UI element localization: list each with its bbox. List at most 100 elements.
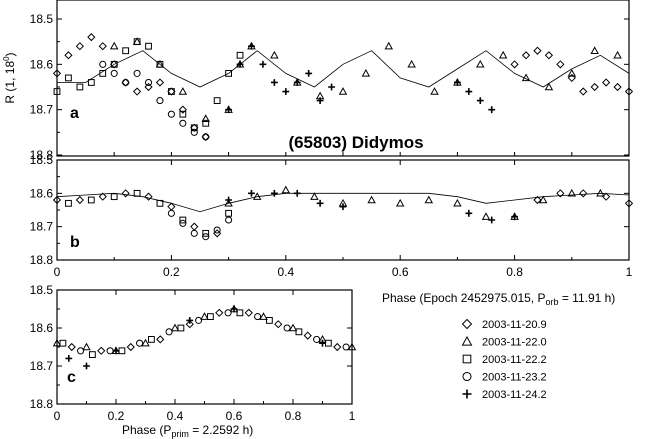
data-point-square (133, 189, 141, 197)
data-point-diamond (52, 195, 62, 205)
data-point-square (87, 196, 95, 204)
panel-a: 18.5 18.6 18.7 18.8 a (30, 0, 634, 162)
panel-b-letter: b (70, 234, 80, 251)
data-point-square (110, 193, 118, 201)
x-tick-label: 1 (349, 409, 356, 423)
data-point-diamond (567, 73, 576, 83)
data-point-diamond (333, 342, 342, 352)
data-point-square (225, 209, 232, 217)
legend-marker-diamond (461, 318, 473, 330)
data-point-square (156, 60, 164, 68)
legend-label: 2003-11-24.2 (482, 389, 547, 401)
data-point-plus (476, 97, 484, 104)
data-point-plus (270, 79, 278, 86)
x-tick-label: 0.4 (167, 409, 184, 423)
x-tick-label: 0.2 (108, 409, 125, 423)
panel-b-model-curve (56, 192, 630, 213)
y-tick-label: 18.7 (30, 103, 54, 117)
data-point-diamond (602, 192, 611, 201)
data-point-square (225, 70, 232, 77)
data-point-square (145, 42, 152, 50)
chart-title: (65803) Didymos (288, 133, 423, 152)
legend-marker-plus (462, 389, 472, 399)
data-point-triangle (567, 188, 577, 197)
data-point-circle (202, 233, 210, 241)
data-point-triangle (178, 87, 188, 95)
data-point-circle (110, 69, 118, 77)
data-point-plus (488, 216, 496, 224)
data-point-circle (195, 316, 203, 324)
data-point-circle (202, 133, 210, 141)
data-point-diamond (244, 308, 253, 317)
legend-label: 2003-11-20.9 (482, 319, 547, 331)
data-point-circle (213, 226, 221, 234)
data-point-square (65, 199, 72, 207)
data-point-triangle (224, 198, 233, 207)
data-point-diamond (590, 82, 599, 92)
data-point-triangle (521, 73, 531, 82)
panel-b-points (52, 185, 634, 241)
data-point-diamond (126, 342, 135, 352)
y-tick-label: 18.5 (30, 153, 54, 167)
data-point-diamond (144, 82, 153, 92)
y-tick-label: 18.5 (30, 12, 54, 26)
data-point-square (87, 79, 95, 86)
data-point-triangle (424, 195, 434, 204)
data-point-plus (316, 199, 324, 207)
data-point-diamond (121, 189, 130, 198)
data-point-square (213, 97, 221, 104)
data-point-triangle (109, 41, 119, 50)
data-point-diamond (98, 192, 107, 201)
x-tick-label: 0.6 (392, 265, 409, 279)
x-axis-label-primary: Phase (Pprim = 2.2592 h) (122, 423, 253, 439)
panel-c-ticks: 18.5 18.6 18.7 18.80 0.2 0.4 0.6 0.8 1 (30, 283, 356, 423)
data-point-plus (83, 362, 90, 370)
data-point-diamond (602, 78, 611, 87)
data-point-plus (454, 79, 461, 86)
data-point-plus (225, 196, 232, 204)
data-point-square (266, 317, 273, 324)
data-point-plus (465, 88, 473, 95)
data-point-plus (236, 60, 244, 68)
data-point-diamond (167, 87, 176, 96)
data-point-diamond (75, 42, 84, 51)
data-point-circle (313, 335, 321, 343)
data-point-triangle (384, 41, 394, 50)
legend-marker-triangle (461, 335, 473, 346)
data-point-square (65, 74, 72, 82)
data-point-plus (259, 60, 267, 68)
legend-marker-square (462, 354, 472, 364)
data-point-diamond (190, 123, 199, 132)
data-point-plus (488, 106, 496, 114)
y-tick-label: 18.6 (30, 57, 54, 71)
data-point-diamond (155, 78, 165, 87)
data-point-diamond (624, 87, 634, 96)
x-axis-label-orbital: Phase (Epoch 2452975.015, Porb = 11.91 h… (382, 291, 615, 307)
data-point-square (89, 351, 96, 358)
data-point-circle (106, 347, 114, 355)
data-point-triangle (201, 114, 210, 122)
data-point-plus (293, 79, 301, 86)
data-point-plus (339, 203, 347, 211)
legend-marker-circle (462, 371, 472, 382)
data-point-square (236, 309, 244, 317)
data-point-diamond (75, 195, 84, 205)
y-tick-label: 18.8 (30, 397, 54, 411)
data-point-diamond (510, 60, 519, 69)
data-point-diamond (624, 199, 634, 208)
data-point-square (236, 51, 244, 59)
data-point-plus (328, 83, 335, 91)
data-point-square (168, 88, 175, 95)
data-point-triangle (52, 338, 62, 347)
data-point-diamond (156, 335, 165, 344)
data-point-circle (99, 60, 107, 68)
data-point-triangle (141, 338, 150, 347)
data-point-diamond (303, 331, 312, 340)
x-tick-label: 0.6 (226, 409, 243, 423)
model-curve-line (56, 192, 630, 213)
data-point-plus (65, 355, 73, 362)
data-point-triangle (270, 50, 279, 59)
panel-c: 18.5 18.6 18.7 18.80 0.2 0.4 0.6 0.8 1 c (30, 283, 357, 423)
data-point-plus (230, 305, 238, 313)
data-point-triangle (407, 59, 416, 68)
